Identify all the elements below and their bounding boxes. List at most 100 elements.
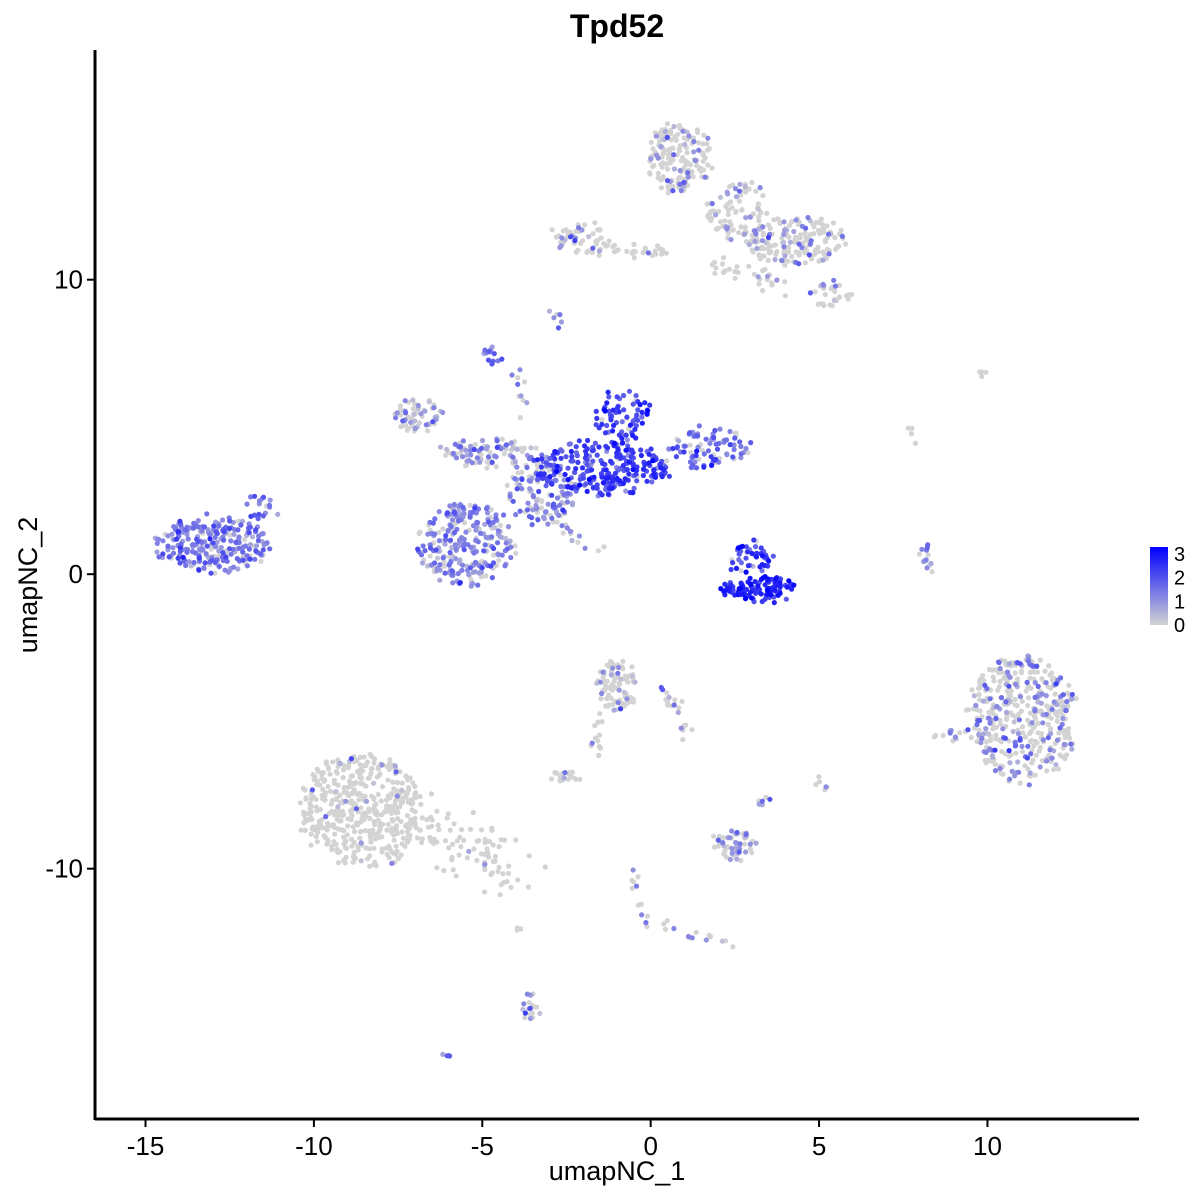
- cell-point: [638, 447, 644, 453]
- cell-point: [1006, 690, 1012, 696]
- cell-point: [1023, 688, 1029, 694]
- cell-point: [697, 165, 703, 171]
- cell-point: [1007, 760, 1013, 766]
- cell-point: [440, 526, 446, 532]
- x-tick-label: -15: [127, 1131, 165, 1161]
- cell-point: [422, 548, 428, 554]
- cell-point: [626, 388, 633, 394]
- cell-point: [729, 850, 735, 856]
- cell-point: [983, 726, 989, 732]
- cell-point: [1012, 696, 1018, 703]
- cell-point: [655, 170, 662, 176]
- cell-point: [485, 357, 492, 363]
- cell-point: [634, 417, 641, 423]
- cell-point: [235, 566, 241, 572]
- cell-point: [395, 816, 401, 822]
- cell-point: [702, 155, 708, 161]
- cell-point: [367, 846, 373, 852]
- cell-point: [589, 448, 596, 454]
- cell-point: [192, 550, 199, 556]
- cell-point: [947, 730, 953, 736]
- cell-point: [411, 411, 417, 417]
- cell-point: [1032, 680, 1038, 686]
- cell-point: [471, 550, 477, 556]
- cell-point: [765, 246, 771, 252]
- cell-point: [216, 563, 222, 570]
- cell-point: [1012, 670, 1018, 676]
- cell-point: [573, 228, 579, 234]
- cell-point: [242, 543, 249, 549]
- cell-point: [1038, 731, 1045, 737]
- cell-point: [700, 150, 706, 156]
- cell-point: [235, 527, 241, 533]
- cell-point: [497, 892, 503, 898]
- cell-point: [605, 389, 611, 395]
- cell-point: [165, 547, 171, 553]
- cell-point: [722, 218, 728, 224]
- cell-point: [604, 678, 610, 685]
- cell-point: [577, 482, 583, 488]
- cell-point: [303, 816, 309, 822]
- cell-point: [652, 248, 658, 254]
- cell-point: [707, 440, 713, 446]
- cell-point: [403, 822, 409, 828]
- y-tick-label: -10: [45, 854, 83, 884]
- cell-point: [220, 550, 226, 556]
- cell-point: [524, 991, 531, 997]
- cell-point: [662, 147, 668, 153]
- cell-point: [464, 855, 470, 861]
- cell-point: [456, 852, 462, 858]
- cell-point: [513, 550, 519, 556]
- cell-point: [1035, 683, 1041, 690]
- cell-point: [1052, 710, 1058, 717]
- cell-point: [627, 422, 634, 428]
- cell-point: [1022, 734, 1029, 740]
- cell-point: [621, 392, 627, 399]
- cell-point: [822, 239, 829, 245]
- cell-point: [255, 516, 261, 522]
- cell-point: [730, 227, 736, 233]
- cell-point: [586, 476, 592, 482]
- cell-point: [723, 203, 729, 210]
- cell-point: [1044, 768, 1050, 774]
- cell-point: [524, 464, 530, 471]
- cell-point: [985, 731, 992, 737]
- cell-point: [673, 137, 680, 143]
- cell-point: [392, 798, 398, 804]
- cell-point: [584, 462, 590, 468]
- cell-point: [526, 456, 533, 462]
- cell-point: [541, 516, 547, 522]
- cell-point: [648, 446, 654, 452]
- cell-point: [815, 301, 821, 307]
- cell-point: [802, 260, 808, 266]
- cell-point: [526, 853, 532, 859]
- cell-point: [678, 188, 684, 194]
- cell-point: [369, 766, 375, 772]
- cell-point: [728, 237, 734, 243]
- cell-point: [216, 522, 222, 529]
- cell-point: [527, 1005, 533, 1011]
- cell-point: [731, 446, 737, 453]
- cell-point: [309, 826, 315, 832]
- cell-point: [446, 1053, 452, 1059]
- cell-point: [376, 772, 382, 778]
- cell-point: [751, 537, 757, 543]
- cell-point: [756, 214, 762, 220]
- cell-point: [807, 290, 814, 296]
- cell-point: [247, 542, 253, 548]
- cell-point: [625, 679, 631, 685]
- cell-point: [772, 257, 778, 263]
- cell-point: [410, 800, 416, 806]
- cell-point: [559, 235, 565, 241]
- cell-point: [608, 672, 614, 678]
- cell-point: [451, 509, 457, 515]
- cell-point: [467, 826, 474, 832]
- cell-point: [227, 518, 233, 524]
- cell-point: [486, 838, 493, 845]
- cell-point: [375, 791, 381, 798]
- cell-point: [552, 448, 558, 455]
- cell-point: [565, 477, 571, 483]
- cell-point: [1048, 715, 1054, 721]
- cell-point: [773, 576, 779, 582]
- cell-point: [457, 444, 464, 450]
